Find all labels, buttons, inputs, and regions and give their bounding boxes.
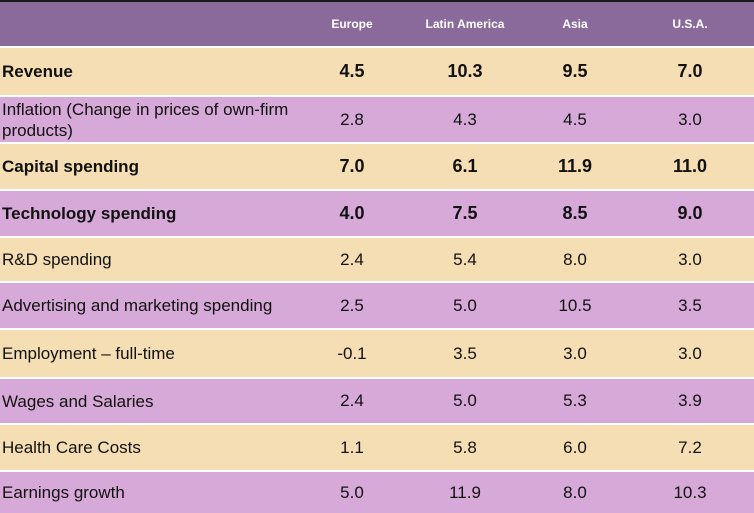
table-cell: 11.9 [557,156,593,176]
row-label: Earnings growth [2,483,125,502]
table-cell: 5.8 [453,437,477,457]
row-label: Inflation (Change in prices of own-firm … [2,99,289,140]
table-row: Wages and Salaries 2.4 5.0 5.3 3.9 [0,377,754,423]
table-row: Advertising and marketing spending 2.5 5.0… [0,281,754,328]
table-cell: 5.4 [453,249,477,269]
table-cell: 7.5 [452,203,478,223]
table-row: Revenue 4.5 10.3 9.5 7.0 [0,46,754,95]
table-cell: 3.0 [678,249,702,269]
table-cell: 6.1 [452,156,478,176]
table-row: Employment – full-time -0.1 3.5 3.0 3.0 [0,328,754,377]
table-header: Europe Latin America Asia U.S.A. [0,0,754,46]
table-cell: 8.5 [562,203,588,223]
table-cell: 9.0 [677,203,703,223]
table-row: Capital spending 7.0 6.1 11.9 11.0 [0,142,754,189]
row-label: Employment – full-time [2,344,175,363]
table-cell: 2.5 [340,295,364,315]
table-cell: 4.0 [339,203,365,223]
table-cell: 3.0 [678,109,702,129]
row-label: Revenue [2,62,73,81]
table-row: Health Care Costs 1.1 5.8 6.0 7.2 [0,423,754,470]
column-header-europe: Europe [331,17,373,31]
table-cell: 8.0 [563,249,587,269]
row-label: Advertising and marketing spending [2,296,273,315]
table-cell: 1.1 [340,437,364,457]
table-cell: 3.0 [678,343,702,363]
table-row: Technology spending 4.0 7.5 8.5 9.0 [0,189,754,236]
table-cell: 5.3 [563,391,587,410]
row-label: Capital spending [2,157,139,176]
table-cell: 11.9 [449,482,481,502]
table-cell: 5.0 [340,482,364,502]
table-cell: 10.3 [673,482,707,502]
table-cell: 7.0 [677,61,703,81]
table-cell: 8.0 [563,482,587,502]
table-cell: 3.5 [678,295,702,315]
row-label: Technology spending [2,204,177,223]
table-cell: 5.0 [453,391,477,410]
table-cell: 7.2 [678,437,702,457]
table-cell: 2.8 [340,109,364,129]
table-cell: 5.0 [453,295,477,315]
table-cell: 6.0 [563,437,587,457]
table-cell: 11.0 [672,156,708,176]
row-label: Wages and Salaries [2,391,154,411]
table-cell: 3.0 [563,343,587,363]
column-header-asia: Asia [562,17,588,31]
table-cell: 10.3 [447,61,483,81]
table-row: Inflation (Change in prices of own-firm … [0,95,754,142]
row-label: R&D spending [2,250,112,269]
table-cell: 2.4 [340,249,364,269]
table-cell: -0.1 [337,343,367,363]
column-header-usa: U.S.A. [672,17,708,31]
table-row: Earnings growth 5.0 11.9 8.0 10.3 [0,470,754,513]
table-cell: 9.5 [562,61,588,81]
table-cell: 3.9 [678,391,702,410]
row-label: Health Care Costs [2,438,141,457]
table-cell: 4.5 [563,109,587,129]
table-cell: 4.5 [339,61,365,81]
table-row: R&D spending 2.4 5.4 8.0 3.0 [0,236,754,281]
table-cell: 7.0 [339,156,365,176]
column-header-latin-america: Latin America [425,17,505,31]
table-cell: 4.3 [453,109,477,129]
table-cell: 2.4 [340,391,364,410]
table-cell: 3.5 [453,343,477,363]
table-cell: 10.5 [558,295,592,315]
